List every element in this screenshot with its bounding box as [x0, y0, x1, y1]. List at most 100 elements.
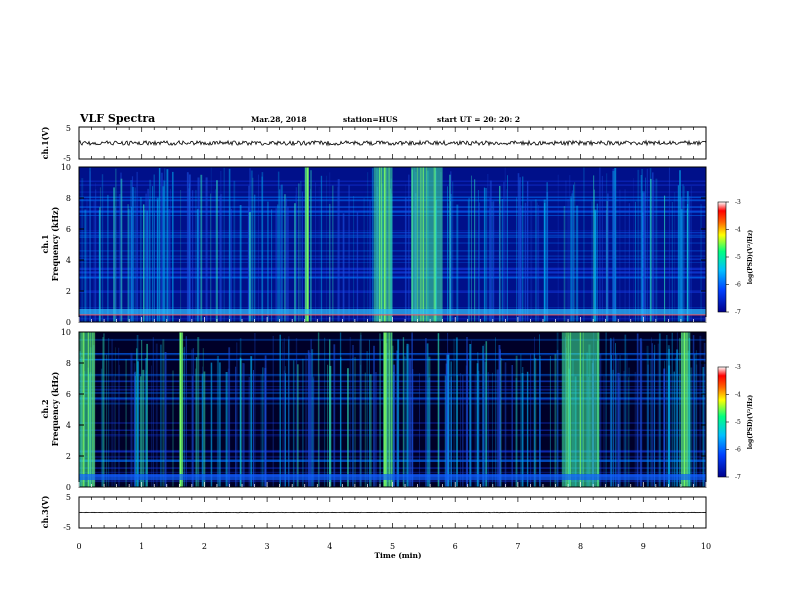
ch1-spectrogram-streak	[684, 186, 685, 322]
ch2-spectrogram-streak	[369, 340, 370, 487]
ch2-spectrogram-burst-line	[92, 332, 93, 487]
ch2-spectrogram-streak	[202, 374, 204, 487]
ch1-colorbar-tick-label: -6	[735, 282, 741, 289]
ch1-spectrogram-streak	[594, 210, 596, 322]
ch1-spectrogram-streak	[525, 203, 527, 322]
ch1-spectrogram-streak	[572, 193, 573, 322]
time-axis-tick-label: 3	[265, 542, 270, 551]
ch1-spectrogram-streak	[311, 170, 312, 322]
ch2-spectrogram-streak	[162, 339, 164, 487]
ch1-spectrogram-streak	[258, 175, 259, 322]
ch1-spectrogram-streak	[669, 167, 670, 322]
ch2-spectrogram-streak	[557, 333, 559, 487]
ch2-spectrogram-streak	[219, 362, 221, 487]
ch1-spectrogram-streak	[447, 186, 448, 322]
time-axis-label: Time (min)	[374, 551, 421, 560]
ch2-spectrogram-streak	[280, 335, 281, 487]
ch2-spectrogram-streak	[616, 354, 617, 487]
ch2-spectrogram-streak	[253, 373, 254, 487]
ch2-spectrogram-streak	[462, 375, 463, 487]
ch1-spectrogram-streak	[641, 169, 643, 322]
ch2-spectrogram-streak	[350, 337, 351, 487]
ch2-spectrogram-streak	[165, 352, 167, 487]
ch2-spectrogram-streak	[652, 343, 653, 487]
ch2-spectrogram-streak	[658, 344, 660, 487]
ch1-spectrogram-burst-line	[435, 167, 436, 322]
ch1-spectrogram-streak	[566, 180, 567, 322]
ch2-spectrogram-streak	[393, 365, 395, 487]
ch1-spectrogram-streak	[652, 172, 653, 322]
ch1-spectrogram-streak	[135, 187, 136, 322]
ch2-spectrogram-streak	[674, 372, 675, 487]
ch1-spectrogram-streak	[343, 213, 345, 322]
ch2-spectrogram-streak	[114, 377, 116, 488]
ch1-spectrogram-streak	[637, 170, 639, 322]
ch1-spectrogram-ytick-label: 8	[66, 194, 71, 203]
ch2-spectrogram-streak	[428, 378, 430, 488]
ch1-spectrogram-streak	[81, 178, 83, 322]
ch2-spectrogram-streak	[625, 335, 627, 487]
ch2-spectrogram-streak	[454, 339, 455, 487]
ch1-spectrogram-streak	[130, 211, 131, 322]
ch1-colorbar-tick-label: -3	[735, 199, 741, 206]
ch1-spectrogram-streak	[607, 193, 609, 322]
ch1-waveform-panel: 5 -5 ch.1(V)	[40, 124, 706, 163]
ch1-spectrogram-streak	[489, 198, 491, 322]
ch1-spectrogram-streak	[113, 187, 115, 322]
ch2-spectrogram-burst-line	[685, 332, 686, 487]
ch2-spectrogram-streak	[327, 365, 328, 487]
ch1-spectrogram-streak	[369, 200, 371, 323]
ch1-spectrogram-burst-line	[379, 167, 380, 322]
ch1-spectrogram-streak	[145, 210, 146, 322]
time-axis-tick-label: 1	[139, 542, 144, 551]
ch2-spectrogram-streak	[456, 337, 458, 487]
ch1-spectrogram-streak	[294, 203, 296, 322]
ch1-spectrogram-streak	[102, 174, 103, 322]
ch1-spectrogram-streak	[229, 169, 231, 322]
ch2-spectrogram-streak	[125, 359, 127, 487]
ch2-spectrogram-streak	[407, 346, 408, 487]
ch2-spectrogram-streak	[283, 342, 284, 487]
ch2-spectrogram-streak	[460, 373, 461, 487]
ch1-spectrogram-streak	[452, 182, 453, 322]
ch1-spectrogram-streak	[84, 210, 86, 323]
ch1-spectrogram-burst-line	[307, 167, 308, 322]
ch2-spectrogram-streak	[135, 376, 136, 487]
ch1-spectrogram-streak	[620, 190, 621, 322]
ch2-spectrogram-streak	[329, 366, 331, 487]
ch1-spectrogram-streak	[137, 206, 138, 322]
ch1-spectrogram-streak	[94, 201, 96, 322]
ch1-spectrogram-streak	[140, 197, 141, 322]
ch2-colorbar-tick-label: -7	[735, 474, 741, 481]
ch2-spectrogram-streak	[296, 338, 297, 487]
ch1-spectrogram-streak	[285, 199, 287, 323]
ch2-spectrogram-burst-line	[384, 332, 385, 487]
ch1-spectrogram-streak	[192, 190, 193, 322]
ch2-spectrogram-streak	[606, 332, 607, 487]
ch2-spectrogram-ytick-label: 6	[66, 390, 71, 399]
ch2-spectrogram-burst-line	[389, 332, 390, 487]
ch2-spectrogram-streak	[242, 363, 243, 487]
ch2-spectrogram-streak	[311, 339, 312, 487]
ch2-spectrogram-streak	[699, 336, 701, 487]
ch2-spectrogram-streak	[469, 344, 471, 487]
ch2-spectrogram-streak	[211, 363, 213, 487]
ch1-spectrogram-streak	[154, 175, 155, 323]
ch1-spectrogram-streak	[315, 182, 316, 322]
ch2-spectrogram-streak	[527, 372, 528, 487]
ch2-spectrogram-streak	[412, 332, 413, 487]
ch2-spectrogram-streak	[325, 338, 326, 487]
ch2-spectrogram-streak	[704, 343, 706, 487]
ch2-colorbar-label: log(PSD)(V²/Hz)	[747, 395, 754, 450]
ch2-spectrogram-streak	[137, 335, 139, 487]
ch2-spectrogram-streak	[370, 374, 372, 487]
time-axis-tick-label: 6	[453, 542, 458, 551]
ch3-ytick-top: 5	[66, 493, 71, 502]
ch1-spectrogram-burst-line	[308, 167, 309, 322]
ch2-spectrogram-streak	[450, 361, 452, 487]
ch1-spectrogram-streak	[189, 184, 190, 323]
ch2-spectrogram-streak	[670, 375, 671, 487]
ch1-spectrogram-streak	[679, 170, 681, 322]
ch2-spectrogram-streak	[447, 355, 449, 487]
ch1-spectrogram-streak	[107, 195, 108, 322]
